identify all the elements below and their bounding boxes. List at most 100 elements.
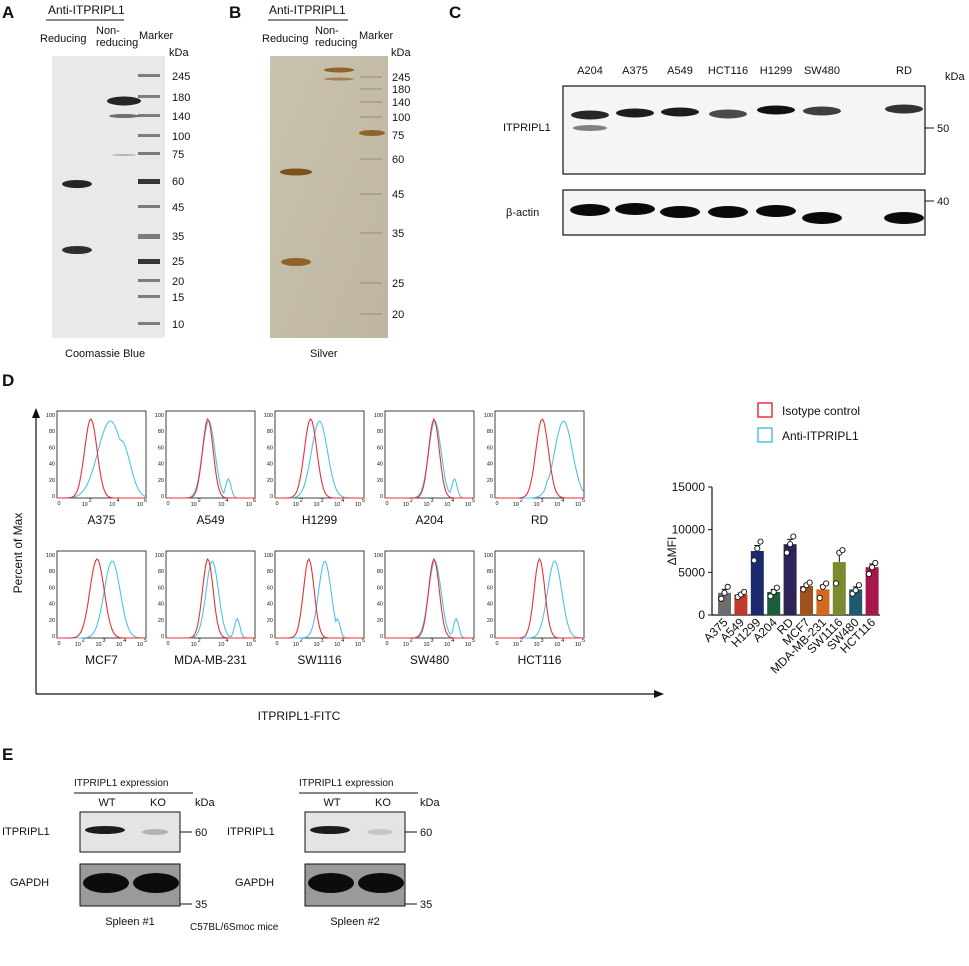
band-actin: [660, 206, 700, 218]
x-tick: 10: [533, 642, 539, 648]
band-itpripl1: [616, 108, 654, 118]
histogram-isotype-curve: [275, 418, 364, 499]
band-reducing-light: [62, 246, 92, 254]
x-tick-exp: 4: [341, 638, 344, 644]
marker-label: 60: [392, 154, 404, 166]
x-tick: 10: [465, 642, 471, 648]
histogram-isotype-curve: [495, 557, 584, 639]
x-tick: 10: [334, 642, 340, 648]
lane-ko: KO: [375, 797, 391, 809]
y-tick: 0: [161, 494, 164, 500]
x-tick-exp: 4: [116, 498, 119, 504]
x-axis-label: ITPRIPL1-FITC: [258, 709, 341, 723]
panel-d: D Percent of Max ITPRIPL1-FITC 100806040…: [2, 371, 880, 723]
lane-wt: WT: [323, 797, 340, 809]
x-tick: 10: [513, 642, 519, 648]
marker-label: 100: [172, 131, 190, 143]
x-tick: 10: [423, 502, 429, 508]
marker-label: 35: [172, 231, 184, 243]
y-tick: 60: [158, 585, 164, 591]
marker-band: [138, 179, 160, 184]
caption-silver: Silver: [310, 348, 338, 360]
cell-label-hct116: HCT116: [708, 65, 748, 77]
y-tick: 0: [490, 494, 493, 500]
x-tick: 10: [109, 502, 115, 508]
y-tick: 80: [267, 569, 273, 575]
x-tick-exp: 2: [198, 638, 201, 644]
histogram-label: A204: [415, 513, 443, 527]
x-tick: 10: [334, 502, 340, 508]
y-tick: 100: [46, 413, 55, 419]
data-point: [806, 579, 813, 586]
y-tick: 0: [490, 634, 493, 640]
band-actin: [708, 206, 748, 218]
y-tick: 60: [487, 585, 493, 591]
x-tick-exp: 5: [144, 638, 147, 644]
y-tick: 20: [267, 618, 273, 624]
row-gapdh: GAPDH: [10, 877, 49, 889]
histogram-label: A375: [87, 513, 115, 527]
legend-anti: Anti-ITPRIPL1: [782, 429, 859, 443]
data-point: [754, 545, 761, 552]
x-tick-exp: 3: [541, 638, 544, 644]
data-point: [839, 547, 846, 554]
histogram-frame: [384, 410, 475, 499]
band-reducing-heavy: [280, 168, 312, 176]
y-tick-label: 15000: [672, 480, 706, 494]
y-tick: 20: [158, 618, 164, 624]
x-tick: 10: [137, 502, 143, 508]
marker-band: [138, 114, 160, 117]
marker-ladder-a: 245 180 140 100 75 60 45 35 25 20 15 10: [138, 71, 190, 331]
cell-label-a375: A375: [622, 65, 648, 77]
band-itpripl1: [571, 110, 609, 120]
y-tick-label: 10000: [672, 523, 706, 537]
y-tick: 80: [487, 569, 493, 575]
x-tick: 0: [495, 501, 498, 507]
y-tick: 20: [377, 618, 383, 624]
y-tick: 80: [158, 569, 164, 575]
x-tick: 10: [403, 502, 409, 508]
x-tick: 0: [385, 501, 388, 507]
panel-label-a: A: [2, 3, 14, 22]
panel-label-e: E: [2, 745, 13, 764]
y-axis-label: Percent of Max: [11, 513, 25, 594]
lane-wt: WT: [98, 797, 115, 809]
lane-reducing: Reducing: [40, 33, 86, 45]
panel-label-b: B: [229, 3, 241, 22]
band-wt: [85, 826, 125, 834]
marker-band: [138, 234, 160, 239]
panel-c: C A204 A375 A549 HCT116 H1299 SW480 RD kDa ITP…: [449, 3, 965, 236]
y-tick: 20: [487, 478, 493, 484]
x-tick-exp: 6: [253, 638, 256, 644]
panel-label-c: C: [449, 3, 461, 22]
data-point: [757, 538, 764, 545]
panel-b-header: Anti-ITPRIPL1: [269, 3, 346, 17]
band-itpripl1: [709, 109, 747, 119]
histogram-isotype-curve: [57, 558, 146, 639]
lane-ko: KO: [150, 797, 166, 809]
x-tick: 10: [191, 502, 197, 508]
y-tick-label: 0: [698, 608, 705, 622]
histogram-label: MCF7: [85, 653, 118, 667]
y-tick: 80: [158, 429, 164, 435]
y-tick: 80: [377, 569, 383, 575]
marker-60: 60: [195, 827, 207, 839]
x-tick-exp: 5: [582, 498, 585, 504]
legend-swatch-anti: [757, 427, 773, 443]
y-tick: 0: [270, 634, 273, 640]
x-tick-exp: 2: [300, 498, 303, 504]
x-tick-exp: 4: [451, 498, 454, 504]
row-gapdh: GAPDH: [235, 877, 274, 889]
marker-label: 140: [392, 97, 410, 109]
x-tick: 10: [444, 502, 450, 508]
x-tick: 10: [116, 642, 122, 648]
band-nonreducing-top: [324, 67, 354, 73]
y-tick: 20: [49, 478, 55, 484]
band-reducing-light: [281, 258, 311, 266]
x-tick: 10: [554, 642, 560, 648]
y-tick: 40: [267, 462, 273, 468]
band-ko: [142, 829, 168, 835]
x-tick-exp: 2: [89, 498, 92, 504]
